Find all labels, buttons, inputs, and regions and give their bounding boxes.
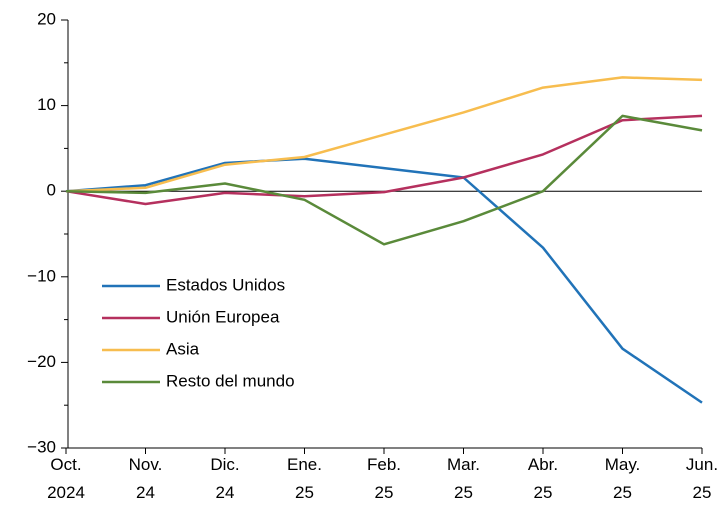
x-tick-label: Dic. 24 — [210, 455, 239, 502]
series-line — [65, 157, 703, 404]
series-line — [65, 114, 703, 246]
x-tick-label: Jun. 25 — [686, 455, 718, 502]
x-tick-label: Nov. 24 — [129, 455, 163, 502]
x-tick-label: Feb. 25 — [367, 455, 401, 502]
legend-label: Estados Unidos — [166, 275, 285, 294]
legend-label: Unión Europea — [166, 307, 280, 326]
x-tick-label: Abr. 25 — [528, 455, 558, 502]
x-tick-label: May. 25 — [605, 455, 641, 502]
series-line — [65, 114, 703, 206]
x-tick-label: Mar. 25 — [447, 455, 480, 502]
y-tick-label: 0 — [47, 181, 56, 200]
legend-label: Asia — [166, 339, 200, 358]
x-tick-label: Ene. 25 — [287, 455, 322, 502]
y-tick-label: 20 — [37, 9, 56, 28]
series-line — [65, 76, 703, 193]
y-tick-label: −10 — [27, 266, 56, 285]
x-tick-label: Oct. 2024 — [47, 455, 85, 502]
y-tick-label: 10 — [37, 95, 56, 114]
legend-label: Resto del mundo — [166, 371, 295, 390]
y-tick-label: −20 — [27, 352, 56, 371]
y-tick-label: −30 — [27, 437, 56, 456]
